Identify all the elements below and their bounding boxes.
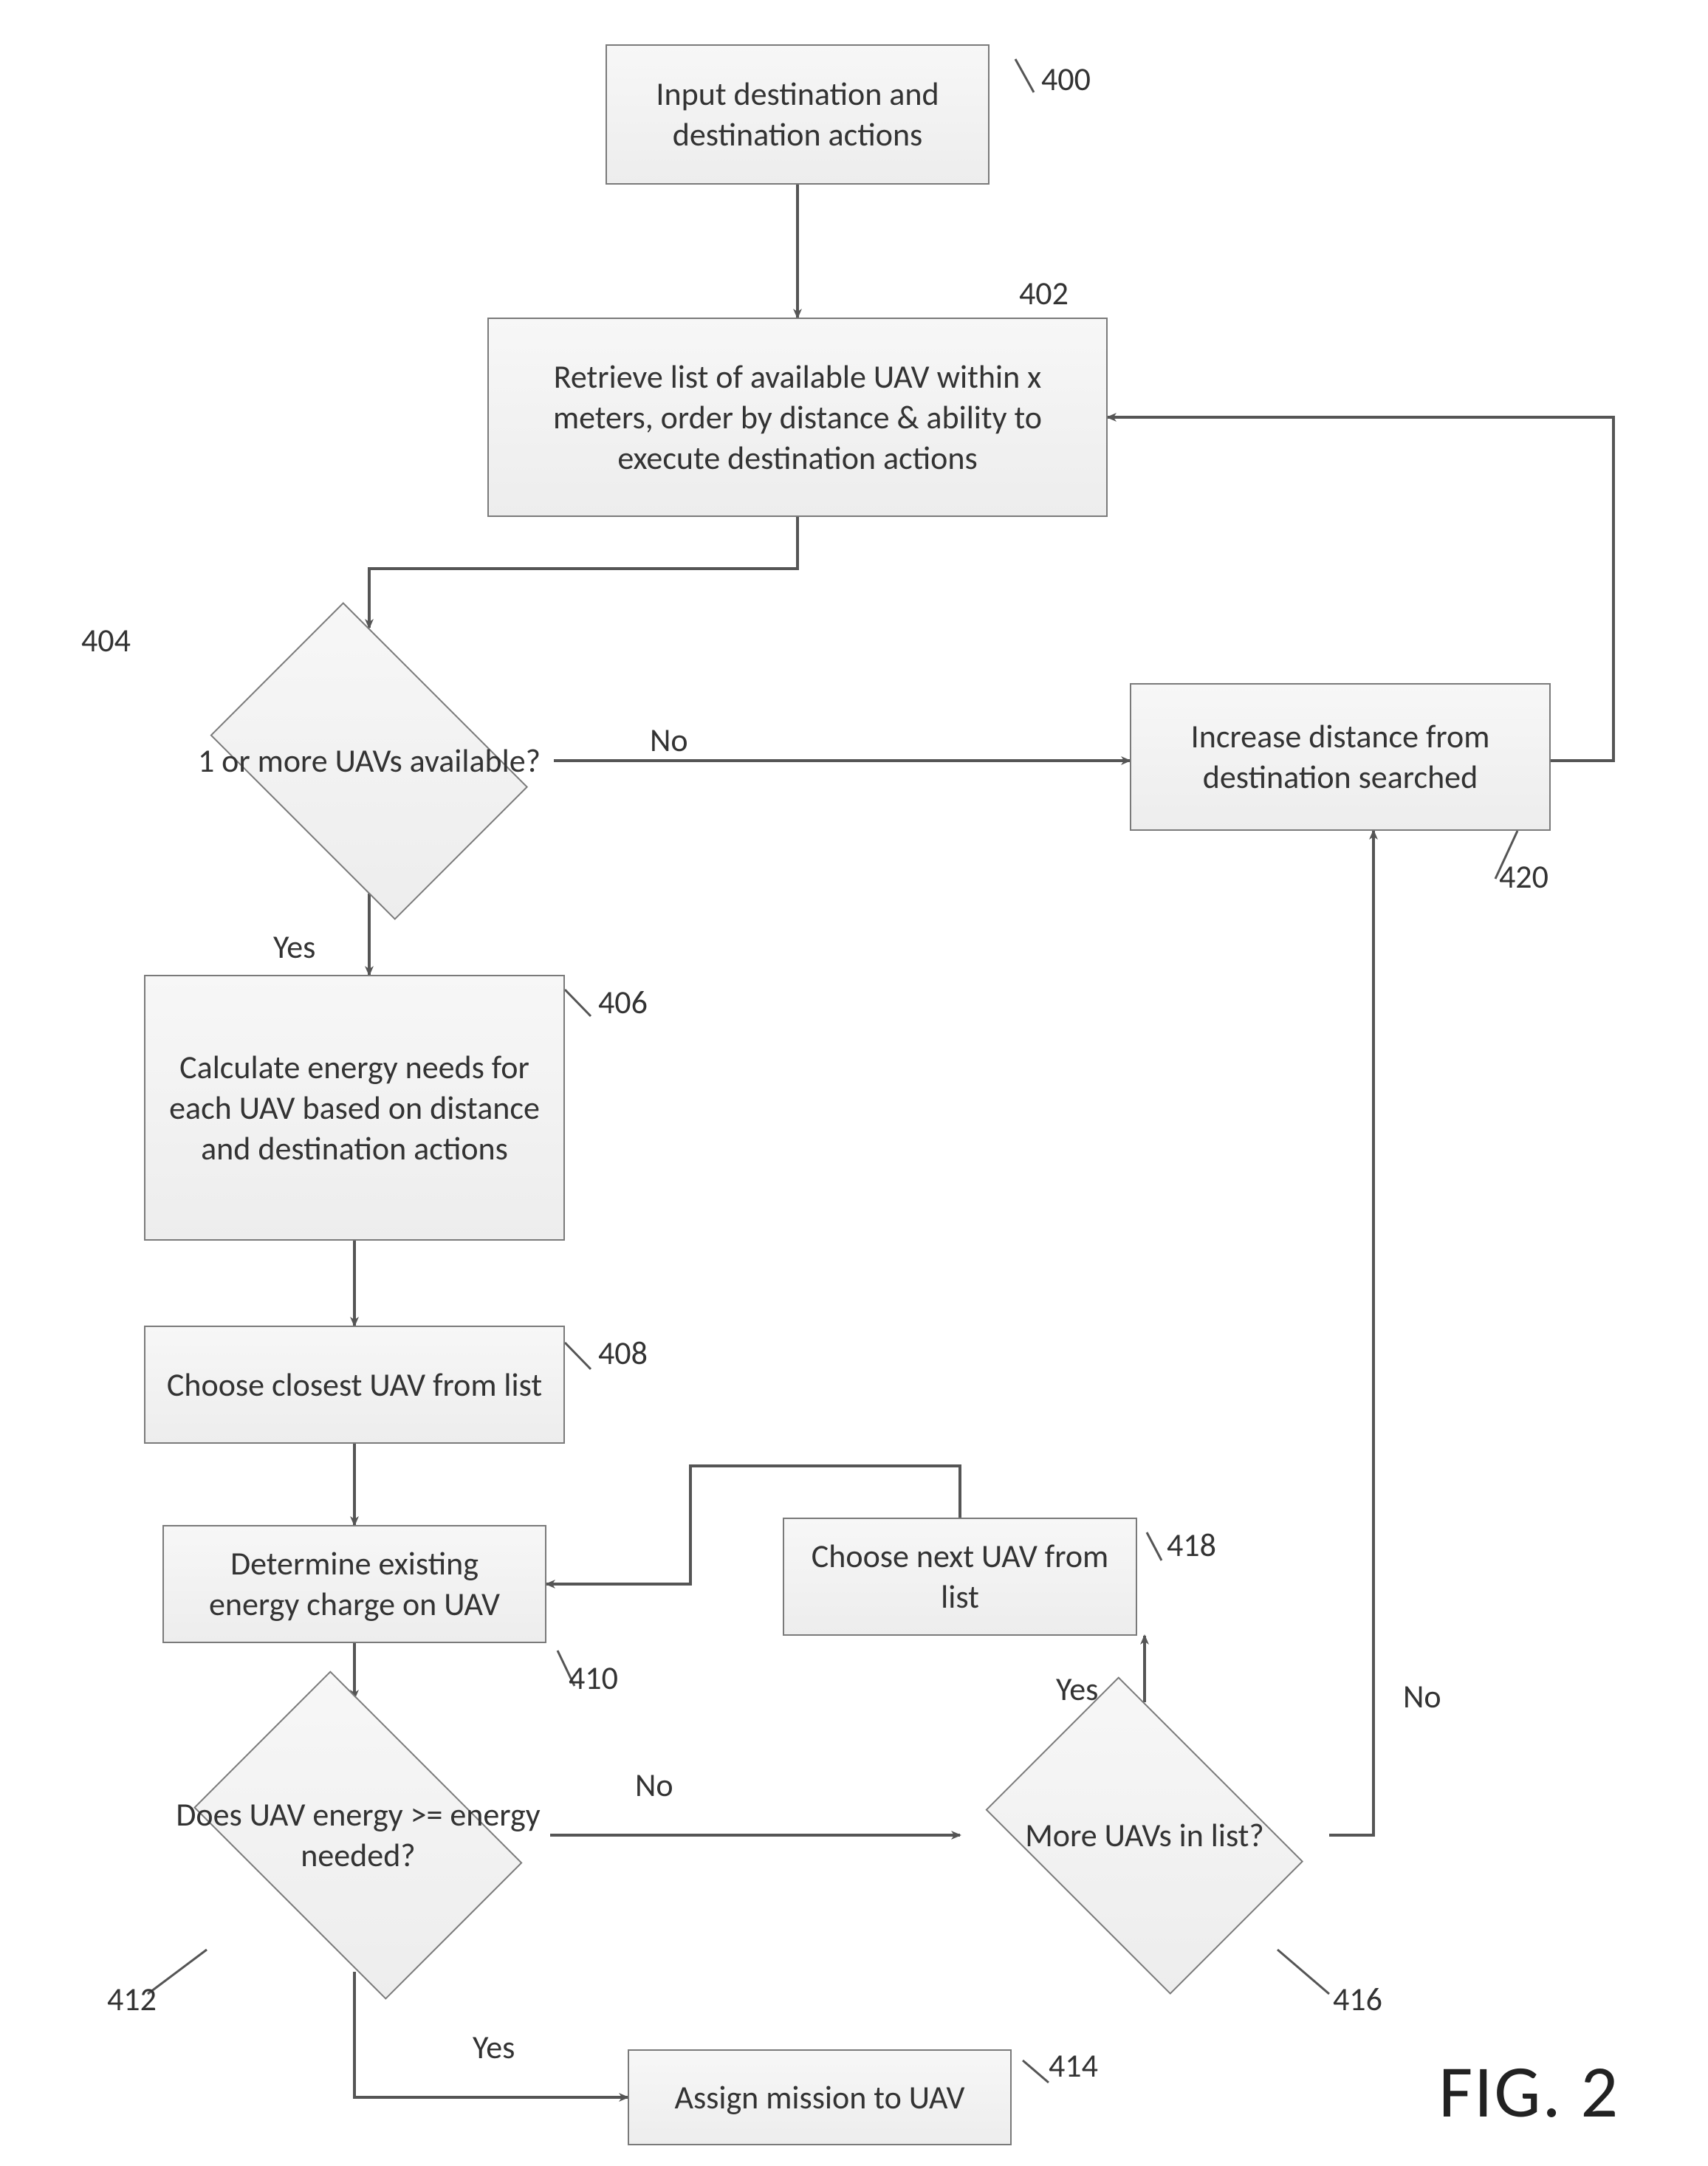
edge-label-5: Yes (473, 2027, 515, 2067)
edge-label-2: No (635, 1765, 673, 1805)
diamond-label: Does UAV energy >= energy needed? (166, 1795, 550, 1876)
edge-1 (369, 517, 798, 628)
ref-line-7 (1147, 1532, 1162, 1560)
ref-410: 410 (569, 1658, 618, 1698)
ref-404: 404 (81, 620, 131, 660)
flow-node-n420: Increase distance from destination searc… (1130, 683, 1551, 831)
figure-label: FIG. 2 (1438, 2046, 1619, 2136)
ref-406: 406 (598, 982, 648, 1022)
ref-line-1 (565, 1343, 591, 1369)
flow-node-n406: Calculate energy needs for each UAV base… (144, 975, 565, 1241)
ref-414: 414 (1049, 2046, 1098, 2086)
ref-line-8 (1023, 2060, 1049, 2083)
flowchart-stage: Input destination and destination action… (0, 0, 1708, 2166)
flow-node-n400: Input destination and destination action… (606, 44, 990, 185)
edge-label-4: No (1403, 1676, 1441, 1716)
ref-line-0 (565, 990, 591, 1016)
diamond-label: 1 or more UAVs available? (191, 741, 548, 781)
ref-416: 416 (1333, 1979, 1382, 2019)
ref-408: 408 (598, 1333, 648, 1373)
ref-412: 412 (107, 1979, 157, 2019)
flow-decision-n404: 1 or more UAVs available? (185, 628, 554, 894)
flow-node-n402: Retrieve list of available UAV within x … (487, 318, 1108, 517)
flow-node-n418: Choose next UAV from list (783, 1518, 1137, 1636)
flow-decision-n416: More UAVs in list? (960, 1702, 1329, 1968)
flow-node-n408: Choose closest UAV from list (144, 1326, 565, 1444)
edge-label-1: Yes (273, 927, 315, 967)
flow-node-n410: Determine existing energy charge on UAV (162, 1525, 546, 1643)
ref-400: 400 (1041, 59, 1091, 99)
flow-decision-n412: Does UAV energy >= energy needed? (166, 1699, 550, 1972)
ref-402: 402 (1019, 273, 1069, 313)
ref-line-3 (1015, 59, 1034, 92)
ref-418: 418 (1167, 1525, 1216, 1565)
edge-11 (1329, 831, 1373, 1835)
flow-node-n414: Assign mission to UAV (628, 2049, 1012, 2145)
diamond-label: More UAVs in list? (1018, 1815, 1272, 1856)
edge-label-3: Yes (1056, 1669, 1098, 1709)
edge-label-0: No (650, 720, 688, 760)
ref-420: 420 (1499, 857, 1548, 897)
